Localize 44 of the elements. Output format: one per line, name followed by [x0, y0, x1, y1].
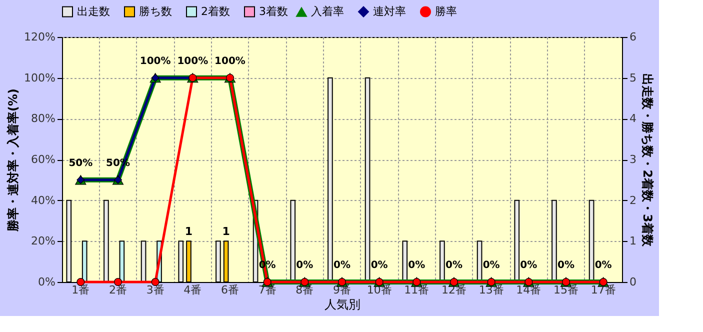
y2-tick-label: 1: [630, 234, 636, 248]
y2-tick-label: 3: [630, 153, 636, 166]
x-tick-label: 3番: [146, 284, 164, 296]
y2-tick-label: 0: [630, 276, 636, 288]
y-tick-label: 100%: [24, 71, 56, 84]
legend-label: 出走数: [77, 4, 110, 18]
data-label: 0%: [520, 260, 538, 271]
y2-tick-label: 5: [630, 71, 636, 84]
data-label: 1: [184, 225, 193, 238]
data-label: 0%: [558, 260, 574, 271]
x-tick-label: 6番: [221, 284, 239, 296]
y-tick-label: 40%: [31, 194, 56, 207]
x-tick-label: 4番: [184, 284, 202, 296]
data-label: 100%: [214, 56, 246, 67]
y-tick-label: 0%: [38, 276, 56, 288]
legend-label: 勝率: [435, 4, 457, 18]
y2-tick-label: 4: [630, 112, 636, 126]
legend-label: 勝ち数: [139, 4, 172, 18]
y-tick-label: 60%: [31, 153, 56, 166]
data-label: 0%: [594, 260, 612, 271]
legend-label: 入着率: [311, 5, 344, 18]
data-label: 50%: [68, 158, 93, 169]
data-label: 0%: [408, 260, 426, 271]
y2-axis-title: 出走数・勝ち数・2着数・3着数: [640, 74, 654, 248]
data-label: 0%: [370, 260, 388, 271]
y-tick-label: 120%: [24, 30, 56, 44]
data-label: 100%: [177, 56, 208, 67]
y2-tick-label: 6: [630, 30, 636, 44]
data-label: 1: [222, 225, 230, 238]
x-tick-label: 1番: [72, 284, 90, 296]
data-label: 0%: [446, 260, 462, 271]
y-axis-title: 勝率・連対率・入着率(%): [6, 88, 20, 232]
legend-label: 3着数: [259, 4, 288, 18]
y2-tick-label: 2: [630, 194, 636, 207]
data-label: 0%: [296, 260, 314, 271]
x-tick-label: 2番: [109, 284, 127, 296]
data-label: 0%: [482, 260, 500, 271]
legend-label: 2着数: [201, 4, 230, 18]
y-tick-label: 80%: [31, 112, 56, 126]
data-label: 0%: [334, 260, 350, 271]
data-label: 100%: [140, 56, 171, 67]
x-axis-title: 人気別: [324, 298, 360, 312]
legend-label: 連対率: [373, 4, 406, 18]
y-tick-label: 20%: [31, 234, 56, 248]
